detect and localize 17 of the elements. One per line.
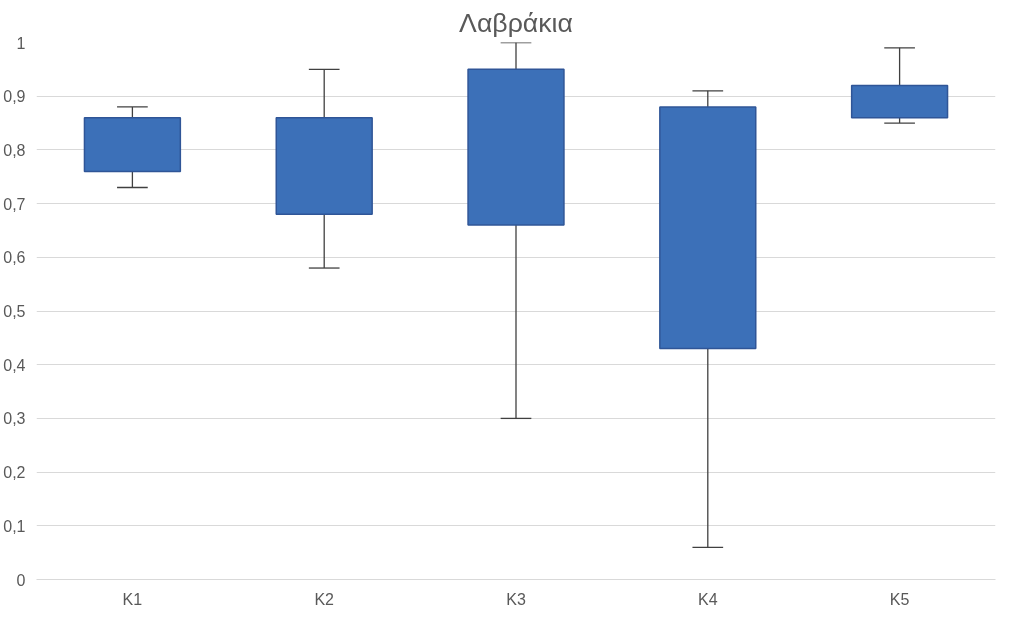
x-tick-label: K4 (698, 590, 718, 608)
y-tick-label: 0,7 (3, 195, 26, 213)
y-tick-label: 0,1 (3, 517, 26, 535)
y-tick-label: 0 (16, 571, 26, 589)
y-tick-label: 0,2 (3, 464, 26, 482)
y-tick-label: 0,9 (3, 88, 26, 106)
y-tick-label: 0,4 (3, 356, 26, 374)
x-tick-label: K3 (506, 590, 526, 608)
y-tick-label: 0,6 (3, 249, 26, 267)
y-tick-label: 0,8 (3, 141, 26, 159)
x-tick-label: K1 (122, 590, 143, 608)
y-tick-label: 0,5 (3, 303, 26, 320)
x-tick-label: K2 (314, 590, 335, 608)
chart-title: Λαβράκια (459, 7, 573, 38)
x-tick-label: K5 (889, 590, 910, 608)
y-tick-label: 0,3 (3, 410, 26, 428)
y-tick-label: 1 (16, 34, 26, 52)
